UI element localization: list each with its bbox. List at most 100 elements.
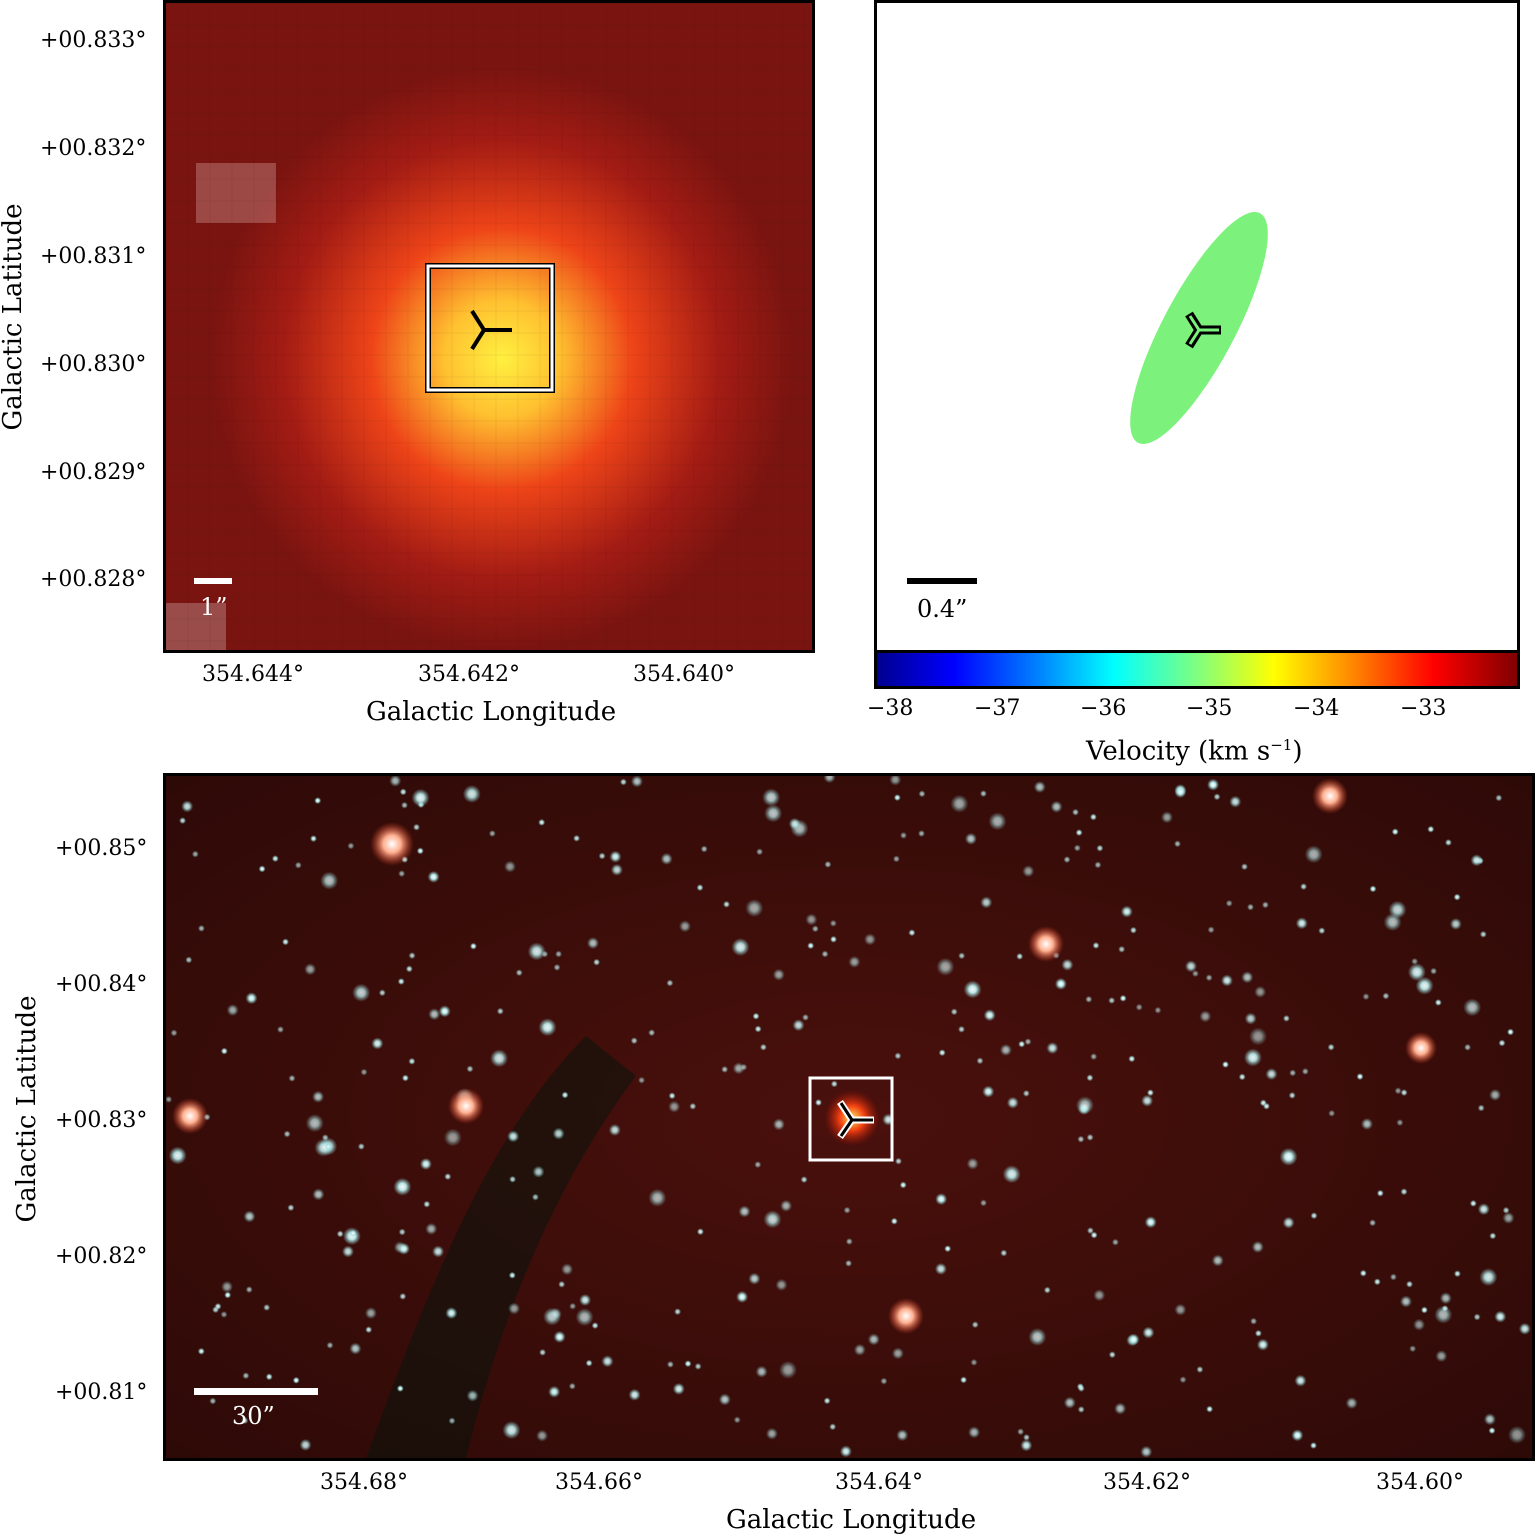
star — [294, 861, 302, 869]
star — [823, 776, 836, 784]
star — [1002, 1165, 1021, 1184]
star — [684, 1360, 692, 1368]
star — [444, 1173, 452, 1181]
star — [527, 942, 546, 961]
x-tick-label: 354.64° — [835, 1470, 923, 1495]
star — [668, 1092, 676, 1100]
star — [1254, 985, 1267, 998]
scale-bar-label: 30” — [232, 1402, 275, 1430]
star — [1225, 899, 1233, 907]
star — [980, 1199, 987, 1207]
bright-star — [370, 822, 414, 866]
star — [1483, 1413, 1496, 1426]
star — [980, 896, 993, 909]
star — [389, 776, 402, 787]
star — [1439, 1292, 1452, 1305]
star — [1502, 1212, 1515, 1224]
star — [772, 968, 785, 981]
star — [983, 1009, 996, 1022]
star — [731, 938, 750, 957]
star — [756, 848, 764, 856]
star — [558, 1280, 566, 1288]
star — [892, 855, 900, 863]
star — [1127, 1333, 1140, 1346]
star — [305, 1114, 324, 1133]
star — [425, 1222, 438, 1235]
scale-bar — [907, 578, 977, 584]
star — [1211, 1254, 1224, 1267]
star — [469, 942, 477, 950]
star — [1108, 997, 1116, 1004]
star — [824, 860, 832, 868]
star — [609, 850, 622, 863]
star — [411, 788, 430, 807]
star — [821, 950, 829, 958]
star — [1382, 992, 1390, 1000]
star — [672, 1382, 685, 1395]
star — [1046, 1042, 1059, 1055]
star — [899, 1181, 907, 1189]
star — [191, 850, 199, 858]
star — [1196, 1366, 1204, 1373]
star — [958, 1025, 965, 1033]
star — [964, 832, 977, 845]
star — [1140, 1445, 1153, 1458]
x-tick-label: 354.644° — [202, 662, 304, 687]
star — [508, 1302, 521, 1315]
star — [1141, 1094, 1154, 1107]
star — [399, 1292, 407, 1300]
star — [1028, 1328, 1047, 1346]
star — [197, 924, 205, 932]
star — [1489, 1088, 1502, 1101]
colorbar-title: Velocity (km s−1) — [1086, 736, 1303, 767]
star — [1089, 813, 1097, 821]
star — [304, 963, 317, 976]
colorbar-tick-label: −33 — [1400, 696, 1447, 721]
star — [1444, 839, 1452, 846]
star — [918, 790, 926, 798]
bright-star — [1405, 1032, 1437, 1064]
star — [738, 1205, 751, 1218]
star — [549, 1307, 562, 1320]
star — [1111, 1238, 1119, 1246]
star — [1376, 1189, 1384, 1197]
star — [532, 1165, 545, 1178]
star — [1415, 976, 1434, 995]
star — [1221, 974, 1233, 987]
star — [1479, 1268, 1498, 1287]
y-tick-label: +00.833° — [40, 28, 147, 53]
star — [166, 1095, 173, 1103]
star — [1318, 927, 1326, 935]
star — [1018, 1040, 1026, 1048]
star — [1507, 1028, 1514, 1036]
star — [1494, 1310, 1507, 1323]
star — [631, 776, 643, 788]
star — [1373, 1278, 1381, 1286]
star — [1356, 1073, 1364, 1081]
star — [843, 1206, 851, 1214]
star — [1146, 1089, 1154, 1097]
star — [1345, 1397, 1358, 1410]
star — [427, 870, 440, 883]
star — [399, 788, 407, 796]
star — [1213, 793, 1221, 801]
dark-lane — [366, 1036, 636, 1458]
star — [988, 812, 1007, 831]
star — [1389, 1273, 1397, 1281]
colorbar-tick-label: −37 — [974, 696, 1021, 721]
star — [1328, 1109, 1336, 1117]
star — [312, 1090, 325, 1103]
star — [1279, 1147, 1298, 1166]
star — [502, 1421, 521, 1440]
top-right-velocity-panel: 0.4” — [874, 0, 1520, 653]
star — [1495, 794, 1503, 802]
star — [748, 1272, 761, 1285]
star — [963, 980, 982, 999]
star — [982, 1085, 995, 1098]
star — [364, 1307, 377, 1320]
star — [1498, 1039, 1506, 1047]
star — [179, 817, 187, 825]
star — [1251, 1241, 1264, 1253]
star — [1250, 1317, 1258, 1325]
star — [462, 785, 481, 803]
